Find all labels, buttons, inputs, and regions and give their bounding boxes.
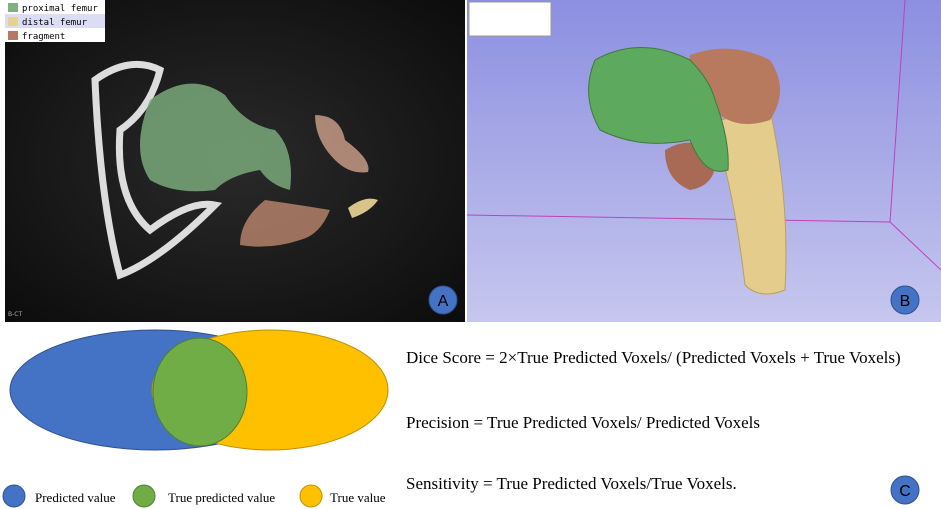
venn-intersection (152, 337, 248, 447)
legend-marker (132, 484, 156, 508)
panel-label: A (438, 293, 449, 310)
formula: Precision = True Predicted Voxels/ Predi… (406, 413, 760, 432)
bone (91, 60, 223, 280)
proximal-femur-seg (140, 83, 291, 192)
legend-swatch (8, 17, 18, 26)
formula: Sensitivity = True Predicted Voxels/True… (406, 474, 737, 493)
legend-marker (2, 484, 26, 508)
legend-label: distal femur (22, 18, 88, 28)
bounding-box (466, 0, 941, 271)
distal-femur-seg (348, 198, 378, 218)
distal-femur-3d (719, 109, 787, 295)
legend-label: Predicted value (35, 490, 116, 505)
legend-label: True value (330, 490, 386, 505)
legend-label: fragment (22, 32, 65, 42)
formula: Dice Score = 2×True Predicted Voxels/ (P… (406, 348, 901, 367)
panel-label: C (899, 483, 911, 500)
toolbar (468, 1, 552, 37)
fragment-seg (240, 200, 330, 247)
legend-marker (299, 484, 323, 508)
proximal-femur-3d (588, 47, 729, 172)
panel-c: Predicted value True predicted value Tru… (2, 329, 920, 508)
legend-highlight (5, 14, 105, 28)
fragment-seg (315, 115, 369, 173)
panel-a: proximal femur distal femur fragment B-C… (5, 0, 465, 322)
panel-badge (428, 285, 458, 315)
legend-swatch (8, 31, 18, 40)
panel-badge (890, 285, 920, 315)
panel-label: B (900, 293, 911, 310)
legend-swatch (8, 3, 18, 12)
panel-b: B (466, 0, 941, 322)
legend-label: True predicted value (168, 490, 275, 505)
corner-text: B-CT (8, 311, 22, 318)
legend-label: proximal femur (22, 4, 98, 14)
panel-badge (890, 475, 920, 505)
